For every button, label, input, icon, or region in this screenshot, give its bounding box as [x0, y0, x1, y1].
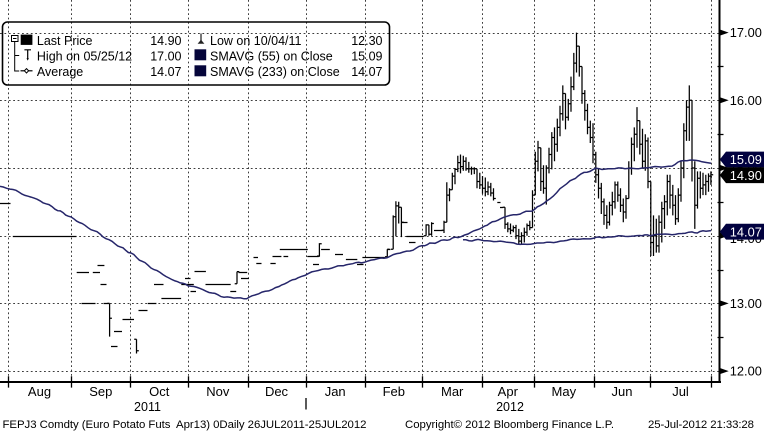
- svg-text:14.07: 14.07: [150, 65, 181, 79]
- svg-text:17.00: 17.00: [730, 25, 762, 40]
- svg-text:Feb: Feb: [383, 384, 405, 399]
- svg-text:25-Jul-2012 21:33:28: 25-Jul-2012 21:33:28: [648, 419, 754, 431]
- svg-text:14.07: 14.07: [730, 224, 762, 239]
- svg-text:2011: 2011: [134, 400, 161, 414]
- svg-text:Aug: Aug: [28, 384, 51, 399]
- svg-text:Sep: Sep: [89, 384, 112, 399]
- svg-text:12.30: 12.30: [351, 34, 382, 48]
- svg-text:Low on 10/04/11: Low on 10/04/11: [210, 34, 302, 48]
- svg-text:May: May: [552, 384, 577, 399]
- svg-text:Nov: Nov: [206, 384, 230, 399]
- svg-text:14.90: 14.90: [730, 168, 762, 183]
- svg-text:14.07: 14.07: [351, 65, 382, 79]
- svg-text:15.09: 15.09: [351, 50, 382, 64]
- svg-text:14.90: 14.90: [150, 34, 181, 48]
- svg-text:17.00: 17.00: [150, 50, 181, 64]
- svg-text:16.00: 16.00: [730, 93, 762, 108]
- svg-text:12.00: 12.00: [730, 364, 762, 379]
- svg-text:13.00: 13.00: [730, 296, 762, 311]
- svg-text:SMAVG (55) on Close: SMAVG (55) on Close: [210, 50, 333, 64]
- svg-text:Copyright© 2012 Bloomberg Fina: Copyright© 2012 Bloomberg Finance L.P.: [405, 419, 614, 431]
- svg-text:2012: 2012: [496, 400, 524, 414]
- svg-text:Average: Average: [37, 65, 83, 79]
- svg-text:SMAVG (233) on Close: SMAVG (233) on Close: [210, 65, 340, 79]
- svg-text:Jun: Jun: [612, 384, 633, 399]
- svg-text:Mar: Mar: [441, 384, 464, 399]
- svg-text:Last Price: Last Price: [37, 34, 93, 48]
- svg-text:15.09: 15.09: [730, 152, 762, 167]
- svg-text:Jan: Jan: [325, 384, 346, 399]
- svg-text:High on 05/25/12: High on 05/25/12: [37, 50, 132, 64]
- svg-text:Jul: Jul: [672, 384, 689, 399]
- svg-text:Dec: Dec: [265, 384, 289, 399]
- svg-text:FEPJ3 Comdty (Euro Potato Futs: FEPJ3 Comdty (Euro Potato Futs Apr13) 0D…: [3, 419, 367, 431]
- svg-text:Oct: Oct: [149, 384, 170, 399]
- svg-text:Apr: Apr: [498, 384, 519, 399]
